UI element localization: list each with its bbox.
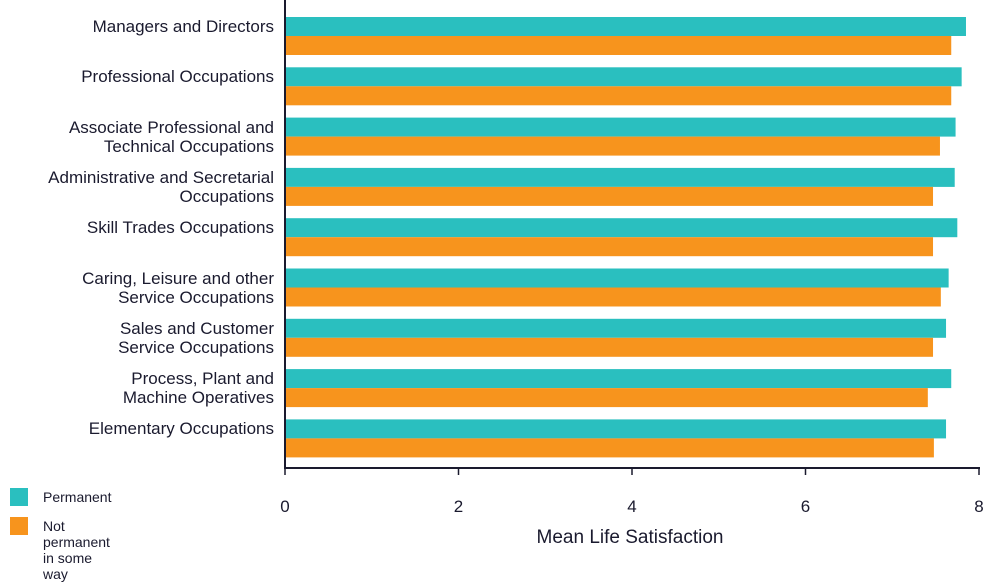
x-axis-title: Mean Life Satisfaction [536,527,724,548]
legend-label-not-permanent: Not permanent in some way [43,518,110,582]
bar-permanent-4 [285,218,958,238]
bar-not-permanent-1 [285,86,952,106]
bar-not-permanent-4 [285,237,934,257]
x-tick-label-1: 2 [454,497,463,516]
category-label-2: Associate Professional and Technical Occ… [68,117,274,156]
x-tick-label-3: 6 [801,497,810,516]
bar-not-permanent-6 [285,337,934,357]
bar-permanent-0 [285,17,966,36]
category-label-6: Sales and Customer Service Occupations [118,318,274,357]
bar-not-permanent-5 [285,287,941,307]
bar-permanent-6 [285,318,947,338]
legend-label-permanent: Permanent [43,489,112,505]
bar-permanent-7 [285,369,952,389]
bar-permanent-8 [285,419,947,439]
x-tick-label-0: 0 [280,497,289,516]
bar-not-permanent-3 [285,186,934,206]
category-label-3: Administrative and Secretarial Occupatio… [48,167,274,206]
category-label-1: Professional Occupations [81,67,274,87]
x-axis-ticks: 0 2 4 6 8 [280,468,984,516]
bar-permanent-2 [285,117,956,137]
category-label-7: Process, Plant and Machine Operatives [122,369,274,408]
bar-not-permanent-7 [285,388,928,408]
x-tick-label-2: 4 [627,497,636,516]
bar-not-permanent-8 [285,438,934,458]
bar-permanent-1 [285,67,962,87]
bar-not-permanent-2 [285,136,940,156]
legend-swatch-permanent [10,488,28,506]
category-label-4: Skill Trades Occupations [86,218,274,238]
bars-group [285,17,966,458]
bar-not-permanent-0 [285,36,952,55]
bar-permanent-5 [285,268,949,288]
x-tick-label-4: 8 [974,497,983,516]
legend-swatch-not-permanent [10,517,28,535]
bar-permanent-3 [285,167,955,187]
category-label-5: Caring, Leisure and other Service Occupa… [82,268,274,307]
category-label-8: Elementary Occupations [88,419,274,439]
category-label-0: Managers and Directors [92,17,274,36]
